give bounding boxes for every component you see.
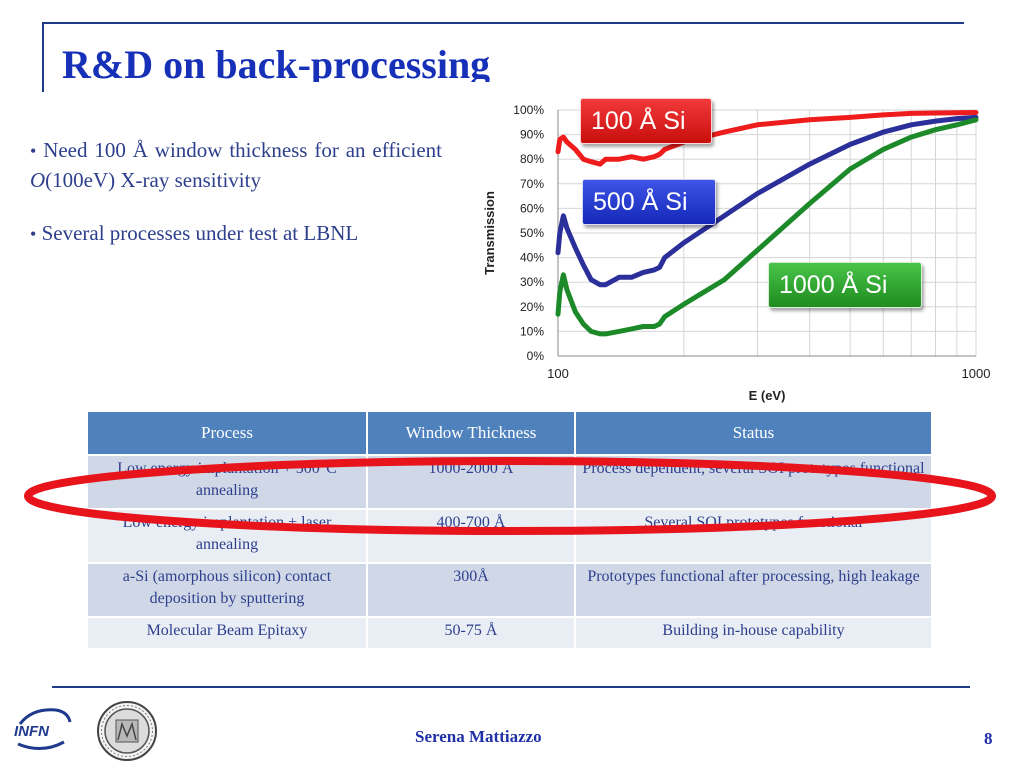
- bullet-2-text: Several processes under test at LBNL: [41, 221, 359, 245]
- y-tick-label: 90%: [520, 128, 544, 142]
- cell-status: Several SOI prototypes functional: [574, 508, 933, 564]
- y-tick-label: 100%: [513, 103, 544, 117]
- bullet-list: • Need 100 Å window thickness for an eff…: [30, 136, 442, 273]
- university-seal-icon: [97, 701, 157, 761]
- y-tick-label: 30%: [520, 275, 544, 289]
- bullet-1-italic: O: [30, 168, 46, 192]
- table-row: Low energy implantation + laser annealin…: [86, 508, 933, 564]
- footer-author: Serena Mattiazzo: [415, 727, 542, 746]
- cell-status: Process dependent, several SOI prototype…: [574, 454, 933, 510]
- y-tick-label: 10%: [520, 324, 544, 338]
- table-header-row: Process Window Thickness Status: [86, 410, 933, 456]
- series-line-2: [555, 114, 979, 288]
- table-row: Molecular Beam Epitaxy 50-75 Å Building …: [86, 616, 933, 650]
- cell-thickness: 50-75 Å: [366, 616, 576, 650]
- series-line-1: [555, 110, 979, 167]
- x-tick-label: 100: [547, 366, 569, 381]
- bullet-dot-icon: •: [30, 224, 37, 244]
- bullet-1-text: Need 100 Å window thickness for an effic…: [43, 138, 442, 162]
- legend-callout-100: 100 Å Si: [580, 98, 712, 144]
- bottom-rule: [52, 686, 970, 688]
- legend-callout-1000: 1000 Å Si: [768, 262, 922, 308]
- cell-process: a-Si (amorphous silicon) contact deposit…: [86, 562, 368, 618]
- chart-svg: 0% 10% 20% 30% 40% 50% 60% 70% 80% 90% 100% 100 1000…: [482, 103, 991, 403]
- header-status: Status: [574, 410, 933, 456]
- page-number: 8: [984, 729, 993, 748]
- y-tick-label: 20%: [520, 300, 544, 314]
- series-line-3: [555, 117, 979, 337]
- y-tick-label: 60%: [520, 201, 544, 215]
- cell-process: Molecular Beam Epitaxy: [86, 616, 368, 650]
- bullet-1-text-end: (100eV) X-ray sensitivity: [45, 168, 261, 192]
- x-axis-label: E (eV): [749, 388, 786, 403]
- y-axis-label: Transmission: [482, 191, 497, 275]
- slide-title: R&D on back-processing: [62, 42, 491, 82]
- header-process: Process: [86, 410, 368, 456]
- table-row: a-Si (amorphous silicon) contact deposit…: [86, 562, 933, 618]
- cell-process: Low energy implantation + 500°C annealin…: [86, 454, 368, 510]
- cell-thickness: 400-700 Å: [366, 508, 576, 564]
- cell-thickness: 300Å: [366, 562, 576, 618]
- bullet-item-1: • Need 100 Å window thickness for an eff…: [30, 136, 442, 195]
- header-window-thickness: Window Thickness: [366, 410, 576, 456]
- process-table: Process Window Thickness Status Low ener…: [86, 410, 933, 650]
- left-accent-bar: [42, 22, 44, 92]
- y-tick-label: 70%: [520, 177, 544, 191]
- table-row: Low energy implantation + 500°C annealin…: [86, 454, 933, 510]
- bullet-item-2: • Several processes under test at LBNL: [30, 219, 442, 249]
- top-rule: [44, 22, 964, 24]
- cell-process: Low energy implantation + laser annealin…: [86, 508, 368, 564]
- y-tick-label: 80%: [520, 152, 544, 166]
- y-tick-label: 40%: [520, 251, 544, 265]
- infn-logo: INFN: [14, 708, 72, 750]
- cell-thickness: 1000-2000 Å: [366, 454, 576, 510]
- legend-callout-500: 500 Å Si: [582, 179, 716, 225]
- y-tick-label: 0%: [527, 349, 545, 363]
- x-tick-label: 1000: [962, 366, 991, 381]
- transmission-chart: 0% 10% 20% 30% 40% 50% 60% 70% 80% 90% 100% 100 1000…: [474, 98, 1004, 410]
- infn-logo-text: INFN: [14, 723, 50, 740]
- y-tick-label: 50%: [520, 226, 544, 240]
- cell-status: Prototypes functional after processing, …: [574, 562, 933, 618]
- bullet-dot-icon: •: [30, 141, 37, 161]
- cell-status: Building in-house capability: [574, 616, 933, 650]
